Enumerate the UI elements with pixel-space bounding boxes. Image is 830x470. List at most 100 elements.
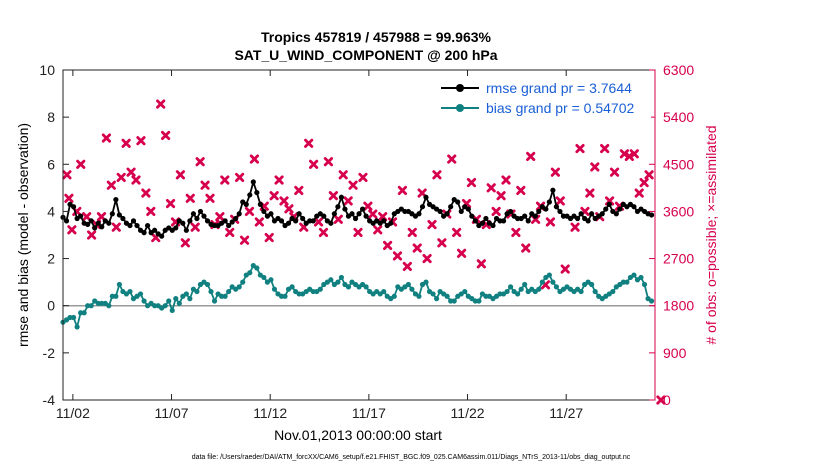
- rmse-point: [130, 218, 137, 224]
- rmse-point: [236, 211, 242, 217]
- obs-assimilated-marker: [161, 130, 171, 141]
- rmse-point: [243, 201, 249, 207]
- bias-point: [176, 300, 182, 306]
- obs-assimilated-marker: [82, 212, 92, 222]
- legend-box: [437, 76, 651, 118]
- bias-point: [444, 293, 450, 299]
- obs-marker-stroke: [126, 167, 136, 177]
- rmse-point: [525, 218, 531, 224]
- bias-point: [226, 288, 232, 295]
- bias-point: [183, 291, 189, 297]
- bias-point: [70, 314, 77, 321]
- rmse-point: [226, 222, 232, 229]
- obs-marker-stroke: [609, 167, 620, 177]
- left-axis: 10 8 6 4 2 0 -2 -4: [39, 62, 69, 408]
- obs-assimilated-marker: [590, 162, 600, 172]
- obs-marker-stroke: [526, 151, 536, 162]
- obs-marker-stroke: [412, 243, 422, 253]
- bias-point: [88, 303, 94, 309]
- rmse-point: [617, 206, 623, 212]
- obs-assimilated-marker: [101, 133, 112, 143]
- rmse-point: [585, 218, 591, 224]
- obs-marker-stroke: [279, 196, 289, 206]
- obs-assimilated-marker: [106, 180, 116, 190]
- obs-assimilated-marker: [417, 188, 427, 198]
- y-tick-label-left: 4: [47, 203, 55, 219]
- bias-point: [254, 265, 260, 271]
- obs-marker-stroke: [392, 251, 403, 261]
- obs-assimilated-marker: [284, 204, 294, 214]
- rmse-point: [78, 213, 84, 219]
- y-tick-label-left: 6: [47, 156, 55, 172]
- bias-point: [289, 284, 295, 290]
- bias-point: [416, 293, 422, 299]
- obs-marker-stroke: [116, 172, 126, 182]
- bias-point: [546, 272, 552, 278]
- obs-marker-stroke: [62, 170, 72, 180]
- rmse-point: [321, 213, 327, 219]
- obs-marker-stroke: [106, 180, 116, 190]
- obs-marker-stroke: [161, 130, 171, 141]
- rmse-point: [483, 215, 489, 222]
- obs-assimilated-marker: [521, 243, 531, 253]
- right-axis: 6300 5400 4500 3600 2700 1800 900 0: [649, 62, 694, 408]
- rmse-point: [310, 218, 316, 224]
- obs-marker-stroke: [496, 191, 506, 201]
- obs-marker-stroke: [629, 149, 639, 159]
- obs-marker-stroke: [555, 196, 565, 206]
- obs-assimilated-marker: [457, 248, 467, 258]
- obs-assimilated-marker: [333, 214, 343, 224]
- rmse-point: [363, 213, 369, 219]
- y-axis-left-label: rmse and bias (model - observation): [15, 123, 31, 347]
- obs-assimilated-marker: [235, 172, 245, 182]
- obs-assimilated-marker: [131, 175, 141, 185]
- obs-marker-stroke: [521, 243, 531, 253]
- obs-marker-stroke: [634, 188, 644, 198]
- obs-assimilated-marker: [570, 222, 580, 232]
- obs-assimilated-marker: [254, 217, 264, 227]
- obs-marker-stroke: [121, 138, 131, 148]
- obs-assimilated-marker: [545, 217, 556, 227]
- obs-assimilated-marker: [225, 227, 235, 237]
- obs-marker-stroke: [101, 133, 112, 143]
- rmse-point: [70, 204, 77, 210]
- obs-assimilated-marker: [466, 178, 477, 188]
- obs-marker-stroke: [156, 99, 166, 109]
- bias-point: [204, 281, 211, 288]
- rmse-point: [113, 197, 119, 203]
- rmse-point: [173, 225, 179, 231]
- y-tick-label-left: -4: [43, 392, 56, 408]
- bias-point: [338, 274, 345, 281]
- obs-assimilated-marker: [373, 225, 383, 235]
- obs-marker-stroke: [368, 209, 378, 219]
- obs-marker-stroke: [353, 227, 363, 237]
- obs-marker-stroke: [205, 193, 215, 203]
- rmse-point: [448, 204, 454, 210]
- rmse-point: [423, 194, 429, 200]
- x-tick-label: 11/27: [549, 405, 583, 421]
- obs-marker-stroke: [378, 212, 388, 222]
- obs-marker-stroke: [516, 185, 526, 196]
- bias-point: [610, 288, 616, 295]
- obs-assimilated-marker: [629, 149, 639, 159]
- obs-assimilated-marker: [156, 99, 166, 109]
- rmse-point: [180, 220, 186, 226]
- obs-assimilated-marker: [353, 227, 363, 237]
- obs-marker-stroke: [235, 172, 245, 182]
- y-axis-right-label: # of obs: o=possible; ×=assimilated: [703, 125, 719, 344]
- bias-point: [631, 272, 637, 278]
- x-tick-label: 11/22: [451, 405, 485, 421]
- rmse-point: [85, 221, 91, 227]
- obs-assimilated-marker: [422, 253, 432, 264]
- bias-point: [381, 288, 387, 295]
- legend-bias-marker: [456, 104, 464, 112]
- obs-marker-stroke: [585, 188, 595, 198]
- rmse-point: [522, 213, 528, 219]
- bias-point: [462, 288, 468, 295]
- obs-marker-stroke: [146, 206, 156, 217]
- obs-marker-stroke: [624, 151, 634, 162]
- obs-marker-stroke: [600, 143, 610, 154]
- obs-marker-stroke: [570, 222, 580, 232]
- obs-assimilated-marker: [656, 395, 666, 405]
